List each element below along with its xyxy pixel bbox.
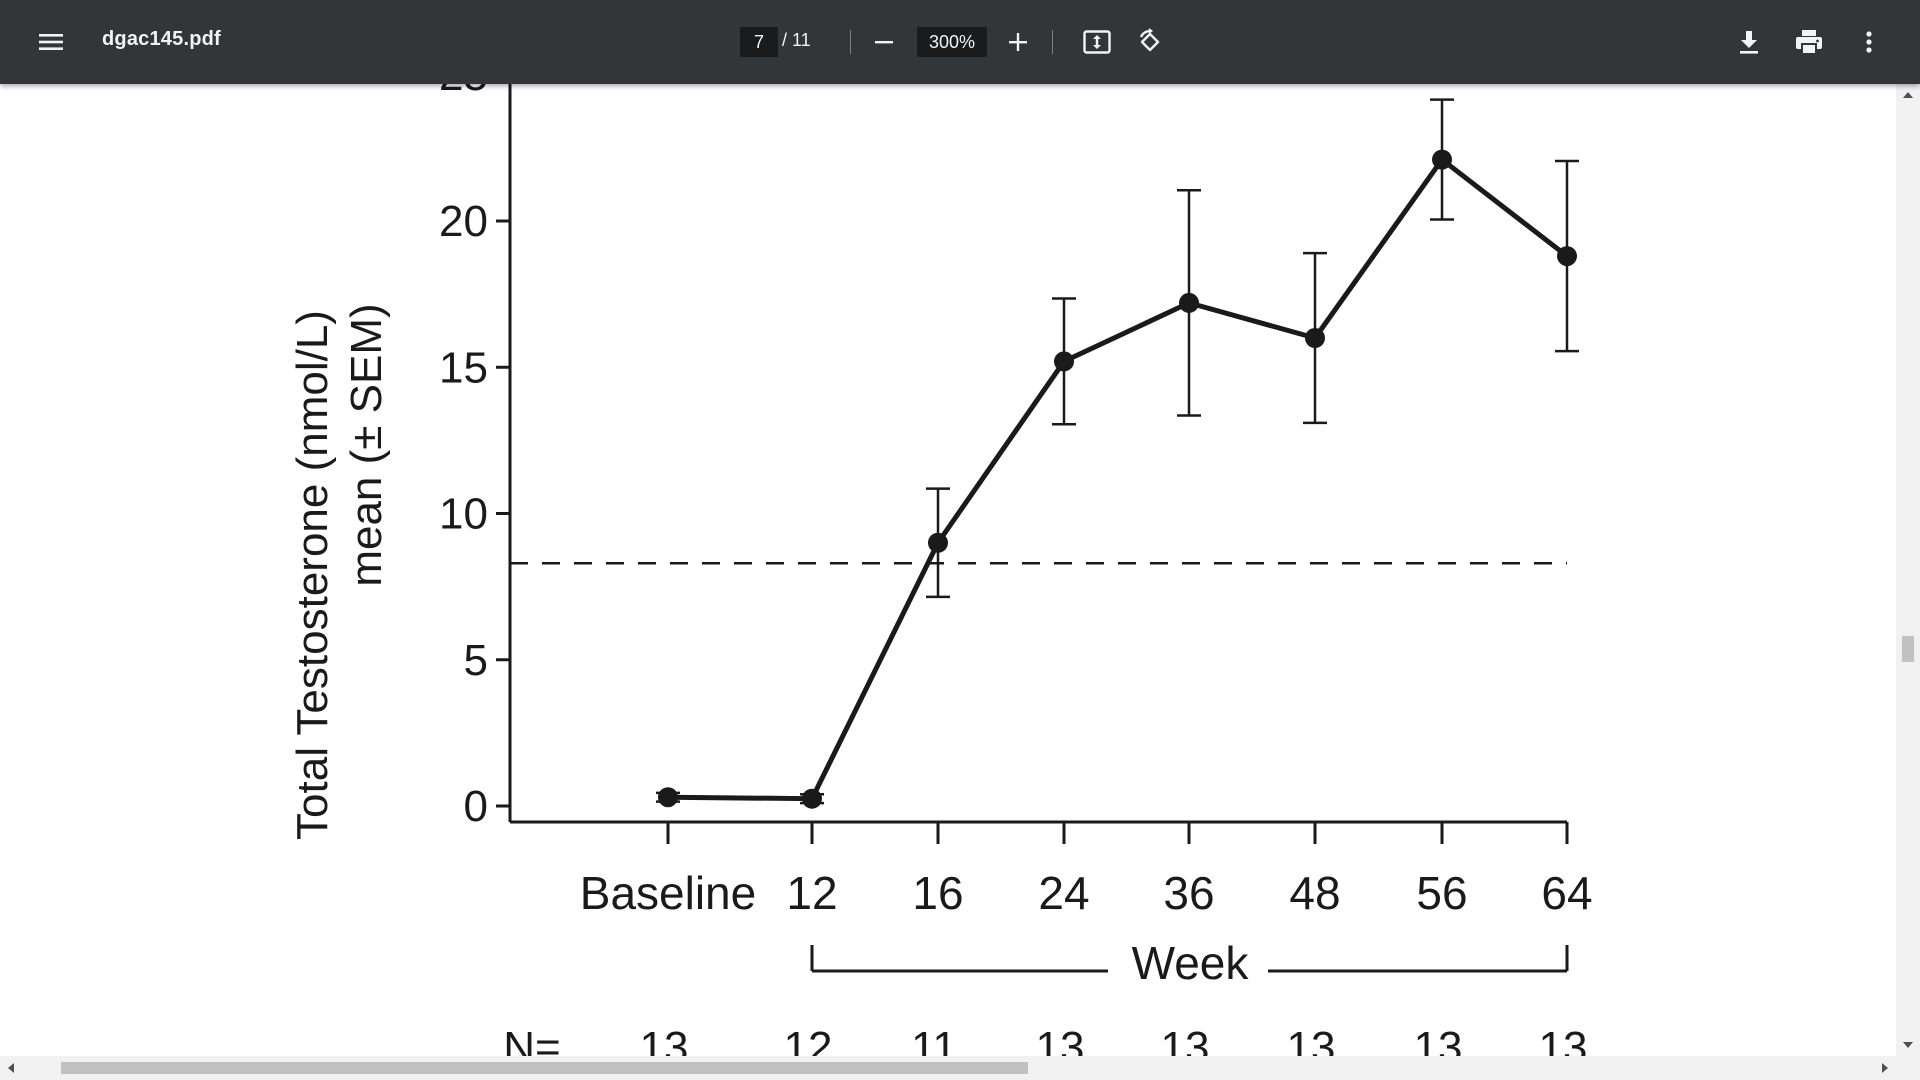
document-filename: dgac145.pdf: [102, 28, 221, 50]
data-point: [802, 788, 822, 809]
n-value: 13: [1161, 1023, 1210, 1056]
y-axis-ticks: 0 5 10 15 20 25: [439, 84, 510, 831]
data-point: [1557, 246, 1577, 267]
n-value: 11: [911, 1023, 957, 1056]
pdf-page-viewport[interactable]: 0 5 10 15 20 25 Baseline 12 16 24 36 48 56 64 Total …: [0, 84, 1896, 1056]
data-point: [1432, 149, 1452, 170]
n-values: 13 12 11 13 13 13 13 13: [640, 1023, 1588, 1056]
data-point: [658, 787, 678, 808]
scroll-down-icon[interactable]: [1903, 1042, 1913, 1048]
data-point: [928, 532, 948, 553]
n-value: 13: [1036, 1023, 1085, 1056]
vertical-scrollbar[interactable]: [1896, 84, 1920, 1056]
plus-icon: [1009, 33, 1027, 51]
y-tick-label: 15: [439, 343, 488, 392]
data-point: [1305, 328, 1325, 348]
scroll-left-icon[interactable]: [8, 1063, 14, 1073]
y-axis-label-line1: Total Testosterone (nmol/L): [288, 310, 337, 840]
download-button[interactable]: [1729, 22, 1769, 62]
data-point: [1054, 351, 1074, 372]
n-value: 13: [1287, 1023, 1336, 1056]
rotate-icon: [1139, 28, 1160, 52]
testosterone-line-chart: 0 5 10 15 20 25 Baseline 12 16 24 36 48 56 64 Total …: [288, 84, 1593, 1056]
x-tick-label: 56: [1416, 867, 1467, 919]
horizontal-scroll-thumb[interactable]: [61, 1062, 1028, 1074]
zoom-level-input[interactable]: 300%: [917, 27, 987, 57]
x-tick-label: 36: [1163, 867, 1214, 919]
y-tick-label: 25: [439, 84, 488, 100]
y-tick-label: 10: [439, 490, 488, 539]
y-axis-label: Total Testosterone (nmol/L) mean (± SEM): [288, 303, 391, 840]
n-value: 13: [640, 1023, 689, 1056]
print-icon: [1796, 30, 1822, 55]
toolbar-divider: [1052, 30, 1053, 54]
n-value: 13: [1539, 1023, 1588, 1056]
week-bracket: [810, 945, 1569, 973]
y-axis-label-line2: mean (± SEM): [342, 303, 391, 586]
more-options-button[interactable]: [1849, 22, 1889, 62]
fit-to-page-button[interactable]: [1077, 22, 1117, 62]
y-tick-label: 5: [464, 636, 488, 685]
data-points: [658, 149, 1577, 809]
x-tick-label: 16: [912, 867, 963, 919]
x-group-label: Week: [1132, 937, 1250, 989]
download-icon: [1740, 31, 1758, 54]
n-label: N=: [503, 1023, 560, 1056]
more-vert-icon: [1866, 31, 1872, 53]
minus-icon: [875, 41, 893, 44]
print-button[interactable]: [1789, 22, 1829, 62]
x-tick-label: 12: [786, 867, 837, 919]
toolbar-divider: [850, 30, 851, 54]
vertical-scroll-thumb[interactable]: [1902, 636, 1914, 662]
x-tick-label: 24: [1038, 867, 1089, 919]
pdf-toolbar: dgac145.pdf 7 / 11 300%: [0, 0, 1920, 84]
hamburger-menu-icon[interactable]: [31, 22, 71, 62]
scroll-up-icon[interactable]: [1903, 92, 1913, 98]
x-tick-label: Baseline: [580, 867, 756, 919]
rotate-button[interactable]: [1130, 22, 1170, 62]
scroll-right-icon[interactable]: [1882, 1063, 1888, 1073]
horizontal-scrollbar[interactable]: [0, 1056, 1920, 1080]
page-number-input[interactable]: 7: [740, 27, 778, 57]
x-axis-ticks: Baseline 12 16 24 36 48 56 64: [580, 822, 1593, 919]
error-bars: [656, 98, 1579, 805]
fit-to-page-icon: [1083, 30, 1111, 54]
data-point: [1179, 292, 1199, 313]
page-total: / 11: [782, 30, 811, 50]
n-value: 13: [1414, 1023, 1463, 1056]
x-tick-label: 64: [1541, 867, 1592, 919]
x-tick-label: 48: [1289, 867, 1340, 919]
n-value: 12: [784, 1023, 833, 1056]
zoom-in-button[interactable]: [998, 22, 1038, 62]
y-tick-label: 20: [439, 197, 488, 246]
series-line: [667, 157, 1569, 802]
y-tick-label: 0: [464, 782, 488, 831]
zoom-out-button[interactable]: [864, 22, 904, 62]
